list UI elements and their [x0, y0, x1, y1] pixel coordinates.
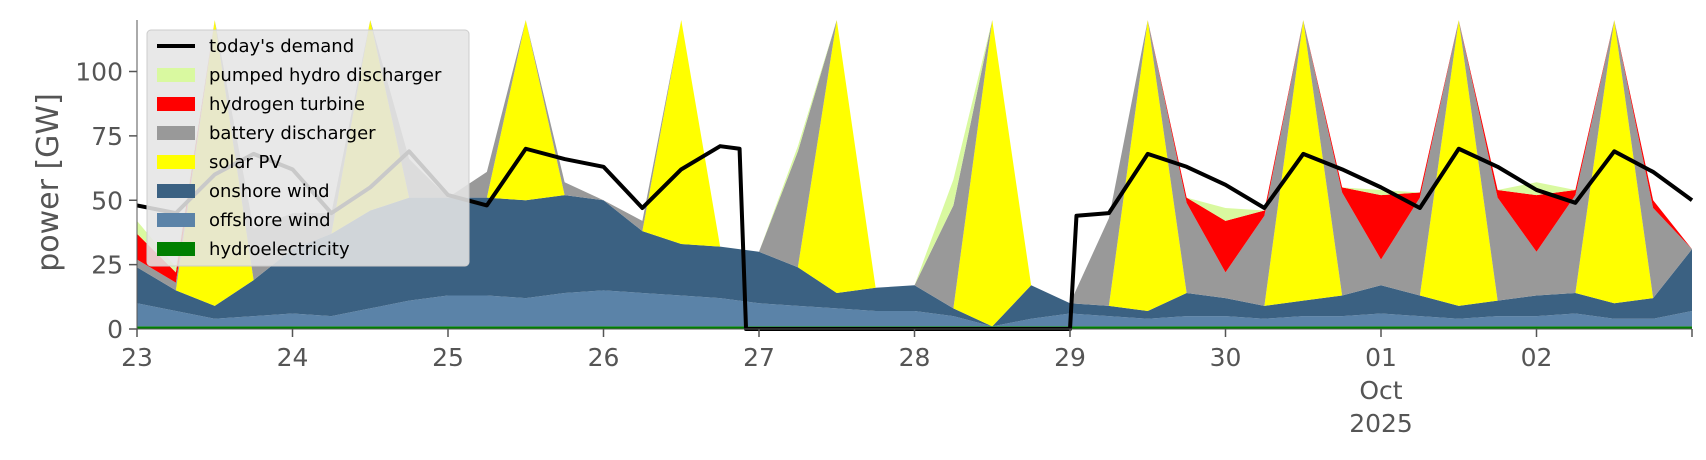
legend-label-solar-pv: solar PV [209, 152, 282, 173]
x-tick-label: 27 [743, 343, 775, 372]
x-month-label: Oct [1359, 376, 1402, 405]
y-tick-label: 0 [107, 315, 123, 344]
y-axis-label: power [GW] [31, 93, 66, 272]
y-tick-label: 75 [91, 122, 123, 151]
legend-box [146, 29, 470, 267]
y-ticks: 0 25 50 75 100 [75, 58, 137, 344]
x-tick-label: 28 [899, 343, 931, 372]
area-offshore-wind [137, 290, 1692, 327]
y-tick-label: 50 [91, 186, 123, 215]
area-battery-discharger [137, 20, 1692, 309]
legend-swatch-pumped-hydro-discharger [157, 68, 195, 82]
x-tick-label: 02 [1521, 343, 1553, 372]
legend-swatch-onshore-wind [157, 184, 195, 198]
area-onshore-wind [137, 195, 1692, 327]
x-ticks: 23 24 25 26 27 28 29 30 01 02 [121, 329, 1693, 372]
legend-label-offshore-wind: offshore wind [209, 210, 331, 231]
legend-swatch-hydroelectricity [157, 242, 195, 256]
legend-swatch-solar-pv [157, 155, 195, 169]
x-tick-label: 25 [432, 343, 464, 372]
legend-label-hydrogen-turbine: hydrogen turbine [209, 94, 365, 115]
x-tick-label: 29 [1054, 343, 1086, 372]
axes: 0 25 50 75 100 23 24 25 26 27 28 29 30 01 02 Oct 2025… [31, 20, 1693, 438]
x-tick-label: 26 [588, 343, 620, 372]
area-solar-pv [137, 20, 1692, 327]
y-tick-label: 25 [91, 251, 123, 280]
legend-label-hydroelectricity: hydroelectricity [209, 239, 350, 260]
legend-swatch-hydrogen-turbine [157, 97, 195, 111]
x-tick-label: 30 [1210, 343, 1242, 372]
legend-label-pumped-hydro-discharger: pumped hydro discharger [209, 65, 442, 86]
legend-swatch-battery-discharger [157, 126, 195, 140]
x-year-label: 2025 [1349, 409, 1413, 438]
legend-label-battery-discharger: battery discharger [209, 123, 376, 144]
legend-label-today-s-demand: today's demand [209, 36, 354, 57]
x-tick-label: 23 [121, 343, 153, 372]
x-tick-label: 01 [1365, 343, 1397, 372]
legend: today's demand pumped hydro discharger hyd… [146, 29, 470, 267]
y-tick-label: 100 [75, 58, 123, 87]
legend-label-onshore-wind: onshore wind [209, 181, 330, 202]
legend-swatch-offshore-wind [157, 213, 195, 227]
stacked-areas [137, 20, 1692, 329]
x-tick-label: 24 [277, 343, 309, 372]
